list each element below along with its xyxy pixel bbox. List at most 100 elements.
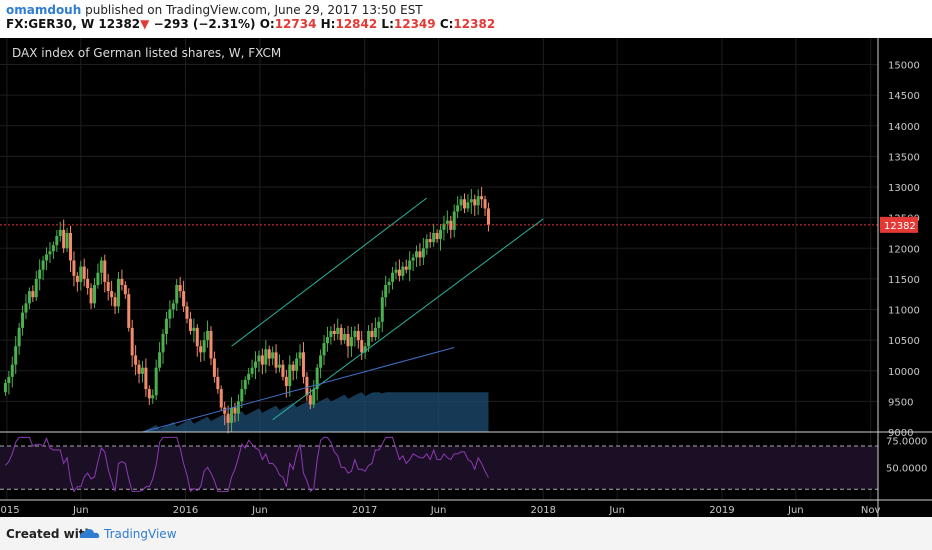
candle: [415, 251, 419, 258]
y-tick-label: 10000: [888, 367, 920, 378]
candle: [236, 401, 240, 414]
candle: [281, 364, 285, 377]
candle: [65, 232, 69, 249]
symbol-ohlc-bar: FX:GER30, W 12382▼ −293 (−2.31%) O:12734…: [6, 17, 495, 31]
y-tick-label: 9500: [888, 397, 913, 408]
candle: [199, 346, 203, 353]
candle: [254, 361, 258, 368]
tradingview-cloud-icon: [79, 529, 100, 538]
candle: [219, 389, 223, 408]
publish-info: omamdouh published on TradingView.com, J…: [6, 3, 423, 17]
candle: [82, 266, 86, 279]
current-price-tag: [880, 216, 918, 233]
candle: [113, 297, 117, 307]
y-tick-label: 9000: [888, 428, 913, 439]
candle: [439, 229, 443, 240]
candle: [336, 327, 340, 334]
candle: [14, 346, 18, 365]
candle: [264, 349, 268, 365]
candle: [3, 383, 7, 393]
x-tick-label: 2018: [531, 505, 556, 516]
candle: [161, 334, 165, 353]
open-value: 12734: [274, 17, 317, 31]
candle: [24, 303, 28, 313]
candle: [363, 346, 367, 353]
candle: [41, 260, 45, 270]
y-tick-label: 13500: [888, 152, 920, 163]
candle: [89, 288, 93, 304]
x-tick-label: Jun: [251, 505, 268, 516]
candle: [27, 291, 31, 304]
symbol-label: FX:GER30, W: [6, 17, 95, 31]
candle: [466, 202, 470, 209]
candle: [110, 291, 114, 298]
candle: [377, 321, 381, 328]
candle: [185, 306, 189, 319]
chart-background: [0, 38, 932, 517]
candle: [69, 232, 73, 261]
rsi-pane: [0, 436, 878, 493]
candle: [476, 196, 480, 206]
candle: [17, 327, 21, 347]
candle: [151, 395, 155, 399]
candle: [62, 229, 66, 249]
footer: Created with TradingView: [0, 517, 932, 550]
candle: [243, 379, 247, 390]
candle: [353, 330, 357, 338]
high-label: H:: [320, 17, 336, 31]
candle: [480, 196, 484, 200]
candle: [449, 220, 453, 230]
candle: [367, 330, 371, 347]
y-tick-label: 15000: [888, 61, 920, 72]
candle: [271, 352, 275, 359]
candle: [92, 285, 96, 304]
candle: [240, 389, 244, 402]
y-tick-label: 11000: [888, 306, 920, 317]
trend-lines: [0, 197, 878, 433]
candle: [75, 275, 79, 282]
candle: [486, 208, 490, 225]
candle: [349, 337, 353, 347]
candle: [401, 266, 405, 276]
candle: [329, 330, 333, 338]
close-label: C:: [439, 17, 454, 31]
current-price-label: 12382: [884, 221, 916, 232]
candle: [216, 376, 220, 390]
candle: [404, 266, 408, 270]
candle: [137, 364, 141, 374]
candle: [79, 266, 83, 282]
candle: [233, 407, 237, 414]
candle: [325, 337, 329, 344]
down-arrow-icon: ▼: [140, 17, 150, 31]
candle: [123, 285, 127, 295]
author-link[interactable]: omamdouh: [6, 3, 82, 17]
candle: [96, 272, 100, 285]
candle: [432, 232, 436, 243]
tradingview-brand-link[interactable]: TradingView: [104, 527, 177, 541]
candle: [301, 352, 305, 377]
rsi-tick-label: 75.0000: [886, 437, 927, 448]
candle: [202, 340, 206, 353]
candle: [250, 367, 254, 374]
rsi-band-fill: [0, 445, 878, 490]
candle: [175, 285, 179, 304]
published-text: published on TradingView.com, June 29, 2…: [81, 3, 423, 17]
candle: [45, 254, 49, 261]
created-with-text: Created with: [6, 527, 94, 541]
candle: [130, 327, 134, 356]
channel-upper-line: [231, 197, 428, 347]
candle: [339, 327, 343, 341]
candle: [295, 358, 299, 371]
x-tick-label: 2019: [709, 505, 734, 516]
candle: [418, 251, 422, 258]
candle: [456, 205, 460, 212]
candle: [171, 303, 175, 310]
x-tick-label: Jun: [430, 505, 447, 516]
candle: [206, 330, 210, 341]
candle: [223, 407, 227, 414]
candle: [305, 376, 309, 396]
candle: [144, 367, 148, 390]
candle: [408, 260, 412, 270]
candle: [445, 220, 449, 224]
